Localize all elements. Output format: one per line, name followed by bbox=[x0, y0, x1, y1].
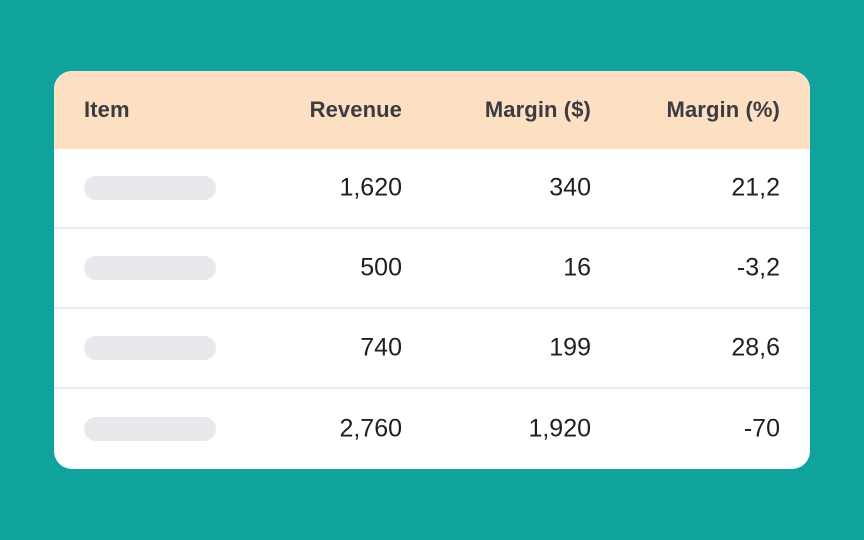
table-row: 740 199 28,6 bbox=[54, 309, 810, 389]
column-header-margin-usd[interactable]: Margin ($) bbox=[484, 97, 591, 122]
margin-usd-cell: 1,920 bbox=[528, 414, 591, 442]
item-name-placeholder bbox=[84, 256, 216, 280]
revenue-cell: 2,760 bbox=[339, 414, 402, 442]
margin-pct-cell: -70 bbox=[743, 414, 780, 442]
margin-usd-cell: 340 bbox=[549, 173, 591, 202]
table-row: 1,620 340 21,2 bbox=[54, 149, 810, 229]
margin-pct-cell: 21,2 bbox=[731, 173, 780, 202]
data-table: Item Revenue Margin ($) Margin (%) 1,620… bbox=[54, 71, 810, 469]
revenue-cell: 500 bbox=[360, 253, 402, 282]
item-name-placeholder bbox=[84, 176, 216, 200]
margin-pct-cell: 28,6 bbox=[731, 333, 780, 362]
table-row: 2,760 1,920 -70 bbox=[54, 389, 810, 468]
column-header-item[interactable]: Item bbox=[84, 97, 130, 122]
column-header-margin-pct[interactable]: Margin (%) bbox=[666, 97, 780, 122]
revenue-cell: 740 bbox=[360, 333, 402, 362]
item-name-placeholder bbox=[84, 416, 216, 441]
margin-pct-cell: -3,2 bbox=[736, 253, 780, 282]
item-name-placeholder bbox=[84, 336, 216, 360]
margin-usd-cell: 16 bbox=[563, 253, 591, 282]
margin-usd-cell: 199 bbox=[549, 333, 591, 362]
revenue-cell: 1,620 bbox=[339, 173, 402, 202]
table-header-row: Item Revenue Margin ($) Margin (%) bbox=[54, 71, 810, 149]
table-row: 500 16 -3,2 bbox=[54, 229, 810, 309]
column-header-revenue[interactable]: Revenue bbox=[309, 97, 402, 122]
